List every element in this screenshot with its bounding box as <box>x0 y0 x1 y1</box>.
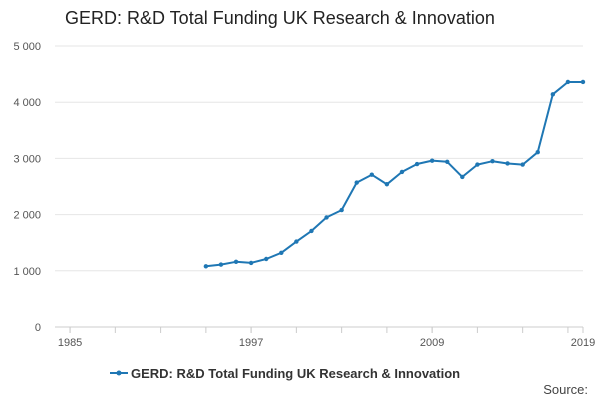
legend-marker-icon <box>116 370 122 376</box>
data-point[interactable] <box>445 159 450 164</box>
data-point[interactable] <box>580 79 586 85</box>
data-point[interactable] <box>233 259 239 265</box>
data-point[interactable] <box>354 180 359 185</box>
data-point[interactable] <box>475 162 480 167</box>
data-point[interactable] <box>203 264 209 269</box>
data-point[interactable] <box>520 162 525 167</box>
data-point[interactable] <box>535 150 540 155</box>
data-point[interactable] <box>294 239 299 244</box>
data-point[interactable] <box>369 172 374 177</box>
data-point[interactable] <box>384 182 390 187</box>
data-point[interactable] <box>490 159 495 164</box>
data-point[interactable] <box>399 169 405 175</box>
data-point[interactable] <box>279 250 284 256</box>
gridlines <box>55 45 583 272</box>
y-tick-label: 5 000 <box>13 41 41 53</box>
data-point[interactable] <box>565 79 571 85</box>
data-point[interactable] <box>324 215 329 220</box>
y-tick-label: 4 000 <box>13 97 41 109</box>
y-tick-label: 0 <box>35 322 41 334</box>
data-point[interactable] <box>339 207 344 213</box>
x-tick-label: 2019 <box>571 337 595 349</box>
y-tick-label: 2 000 <box>13 210 41 222</box>
y-tick-label: 1 000 <box>13 266 41 278</box>
data-point[interactable] <box>248 260 254 266</box>
x-tick-label: 1997 <box>239 337 263 349</box>
data-point[interactable] <box>429 158 435 163</box>
source-label: Source: <box>543 382 588 397</box>
data-point[interactable] <box>218 262 224 267</box>
data-point[interactable] <box>309 228 314 234</box>
legend[interactable]: GERD: R&D Total Funding UK Research & In… <box>110 366 460 381</box>
legend-label: GERD: R&D Total Funding UK Research & In… <box>131 366 460 381</box>
y-tick-label: 3 000 <box>13 153 41 165</box>
chart-title: GERD: R&D Total Funding UK Research & In… <box>65 8 495 28</box>
y-axis-ticks: 0 1 000 2 000 3 000 4 000 5 000 <box>13 41 41 334</box>
series-line-group <box>203 79 586 269</box>
series-line <box>205 81 583 268</box>
x-axis-ticks: 1985 1997 2009 2019 <box>58 327 595 349</box>
data-point[interactable] <box>505 161 510 166</box>
data-point[interactable] <box>264 256 269 262</box>
data-point[interactable] <box>460 174 465 180</box>
x-tick-label: 2009 <box>420 337 444 349</box>
x-tick-label: 1985 <box>58 337 82 349</box>
data-point[interactable] <box>550 92 556 97</box>
data-point[interactable] <box>414 161 420 167</box>
